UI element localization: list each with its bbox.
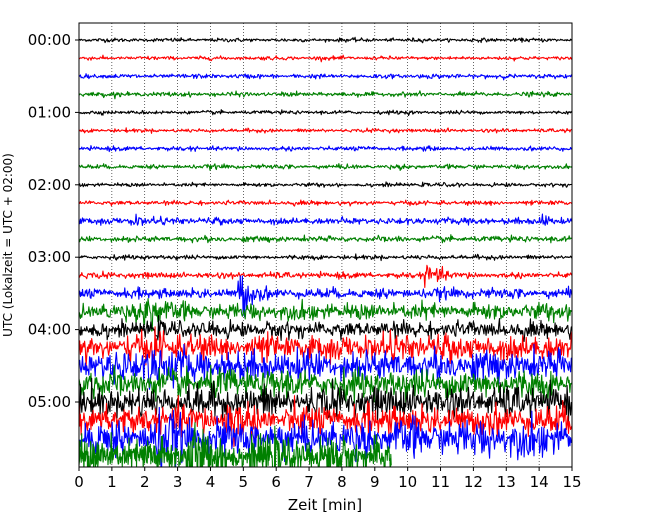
trace-line	[79, 90, 572, 100]
trace-line	[79, 406, 572, 467]
trace-line	[79, 364, 572, 406]
trace-line	[79, 163, 572, 171]
x-tick-label: 7	[304, 473, 314, 491]
x-tick-label: 10	[398, 473, 417, 491]
x-tick-label: 14	[530, 473, 549, 491]
trace-line	[79, 314, 572, 343]
trace-line	[79, 213, 572, 227]
x-tick-label: 1	[107, 473, 117, 491]
trace-line	[79, 109, 572, 116]
plot-frame	[78, 22, 573, 468]
x-tick-label: 2	[140, 473, 150, 491]
y-tick-label: 02:00	[28, 176, 71, 194]
y-tick-label: 00:00	[28, 31, 71, 49]
trace-line	[79, 54, 572, 63]
trace-line	[79, 199, 572, 207]
trace-line	[79, 343, 572, 390]
x-tick-label: 11	[431, 473, 450, 491]
y-axis: 00:00 01:00 02:00 03:00 04:00 05:00	[28, 31, 79, 411]
trace-line	[79, 421, 392, 467]
x-tick-label: 13	[497, 473, 516, 491]
x-tick-label: 9	[370, 473, 380, 491]
x-tick-label: 6	[271, 473, 281, 491]
x-tick-label: 3	[173, 473, 183, 491]
y-tick-label: 01:00	[28, 103, 71, 121]
x-tick-label: 4	[206, 473, 216, 491]
trace-line	[79, 234, 572, 244]
y-tick-label: 05:00	[28, 393, 71, 411]
trace-line	[79, 36, 572, 44]
trace-line	[79, 394, 572, 448]
trace-line	[79, 73, 572, 81]
trace-line	[79, 253, 572, 262]
x-axis-label: Zeit [min]	[288, 496, 362, 514]
trace-line	[79, 275, 572, 318]
trace-line	[79, 145, 572, 153]
x-tick-label: 5	[239, 473, 249, 491]
trace-line	[79, 298, 572, 332]
traces	[79, 36, 572, 467]
trace-line	[79, 264, 572, 289]
y-tick-label: 03:00	[28, 248, 71, 266]
x-tick-label: 0	[74, 473, 84, 491]
x-tick-label: 15	[562, 473, 581, 491]
y-axis-label: UTC (Lokalzeit = UTC + 02:00)	[1, 153, 15, 337]
y-tick-label: 04:00	[28, 321, 71, 339]
trace-line	[79, 127, 572, 134]
x-axis: 0 1 2 3 4 5 6 7 8 9 10 11 12 13 14 15	[74, 467, 582, 491]
trace-line	[79, 181, 572, 188]
trace-line	[79, 377, 572, 424]
x-tick-label: 8	[337, 473, 347, 491]
x-tick-label: 12	[464, 473, 483, 491]
